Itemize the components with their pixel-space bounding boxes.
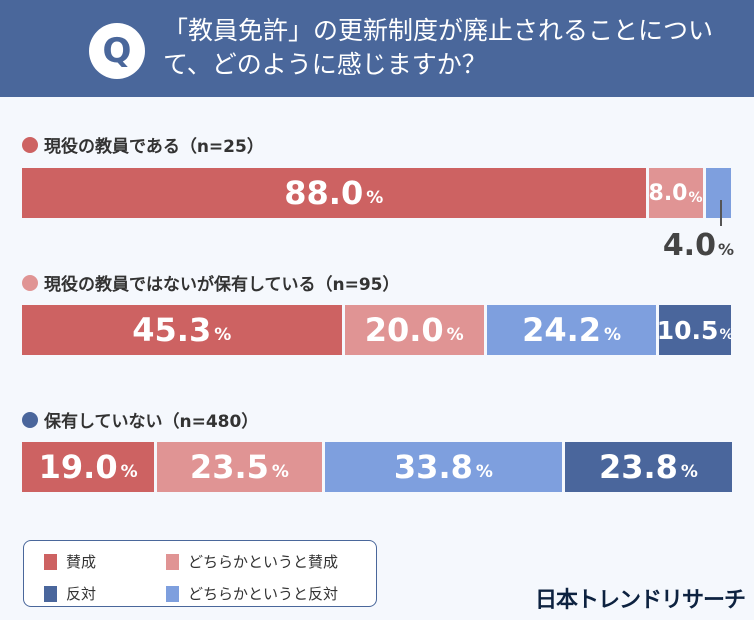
legend-label: どちらかというと賛成 [188, 553, 339, 571]
bullet-dot-icon [22, 274, 38, 291]
legend-label: 反対 [66, 585, 97, 603]
percent-sign: % [366, 188, 384, 208]
bar-segment: 8.0% [648, 168, 703, 218]
data-label: 23.8 [598, 448, 678, 486]
legend-item: どちらかというと反対 [166, 583, 338, 604]
bar-segment: 88.0% [22, 168, 646, 218]
percent-sign: % [680, 462, 698, 482]
bar-segment [705, 168, 731, 218]
percent-sign: % [688, 190, 703, 206]
legend-swatch [44, 585, 57, 602]
percent-sign: % [475, 462, 493, 482]
legend-swatch [44, 553, 57, 570]
data-label: 4.0% [662, 228, 734, 263]
header: Q 「教員免許」の更新制度が廃止されることについて、どのように感じますか？ [0, 0, 754, 97]
question-title: 「教員免許」の更新制度が廃止されることについて、どのように感じますか？ [163, 16, 714, 79]
data-label: 8.0 [648, 180, 688, 206]
bar-segment: 45.3% [22, 305, 342, 355]
bar-segment: 23.5% [157, 442, 322, 492]
percent-sign: % [120, 462, 138, 482]
logo: 日本トレンドリサーチ [535, 588, 746, 613]
bullet-dot-icon [22, 136, 38, 153]
legend-item: 反対 [44, 583, 96, 604]
percent-sign: % [271, 462, 289, 482]
bar-segment: 23.8% [565, 442, 732, 492]
data-label: 10.5 [659, 315, 719, 345]
data-label: 23.5 [189, 448, 269, 486]
group-label-text: 現役の教員である（n=25） [44, 137, 264, 157]
data-label: 88.0 [284, 174, 364, 212]
legend: 賛成 どちらかというと賛成反対 どちらかというと反対 [23, 540, 377, 607]
bar-segment: 10.5% [659, 305, 731, 355]
bullet-dot-icon [22, 411, 38, 428]
data-label: 24.2 [522, 311, 602, 349]
data-label: 33.8 [393, 448, 473, 486]
bar-segment: 20.0% [344, 305, 484, 355]
stacked-bar: 19.0% 23.5% 33.8% 23.8% [22, 442, 734, 492]
group-label-text: 保有していない（n=480） [44, 412, 259, 432]
stacked-bar: 45.3%20.0%24.2%10.5% [22, 305, 734, 355]
legend-swatch [166, 585, 179, 602]
group-label: 現役の教員である（n=25） [22, 132, 264, 157]
group-label: 保有していない（n=480） [22, 407, 258, 432]
leader-line [719, 200, 722, 226]
bar-segment: 33.8% [324, 442, 563, 492]
stacked-bar: 88.0% 8.0% [22, 168, 734, 218]
percent-sign: % [446, 325, 464, 345]
legend-label: どちらかというと反対 [188, 585, 339, 603]
legend-item: どちらかというと賛成 [166, 551, 338, 572]
bar-segment: 19.0% [22, 442, 155, 492]
q-badge: Q [89, 23, 145, 79]
legend-label: 賛成 [66, 553, 97, 571]
legend-swatch [166, 553, 179, 570]
group-label: 現役の教員ではないが保有している（n=95） [22, 270, 400, 295]
data-label: 20.0 [364, 311, 444, 349]
group-label-text: 現役の教員ではないが保有している（n=95） [44, 275, 400, 295]
bar-segment: 24.2% [486, 305, 657, 355]
data-label: 19.0 [38, 448, 118, 486]
percent-sign: % [214, 325, 232, 345]
percent-sign: % [604, 325, 622, 345]
legend-item: 賛成 [44, 551, 96, 572]
data-label: 45.3 [132, 311, 212, 349]
percent-sign: % [719, 327, 731, 343]
